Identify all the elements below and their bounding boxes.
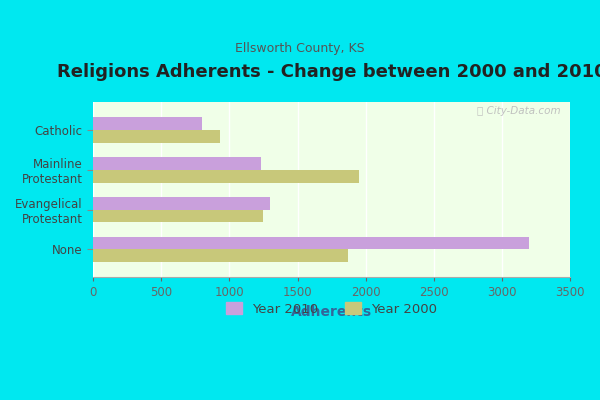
- Bar: [93, 210, 263, 222]
- Bar: [93, 197, 270, 210]
- Title: Religions Adherents - Change between 2000 and 2010: Religions Adherents - Change between 200…: [57, 63, 600, 81]
- X-axis label: Adherents: Adherents: [291, 305, 372, 319]
- Bar: [93, 117, 202, 130]
- Legend: Year 2010, Year 2000: Year 2010, Year 2000: [222, 298, 441, 320]
- Bar: [93, 250, 348, 262]
- Bar: [93, 130, 220, 143]
- Text: Ellsworth County, KS: Ellsworth County, KS: [235, 42, 365, 55]
- Text: ⓘ City-Data.com: ⓘ City-Data.com: [477, 106, 561, 116]
- Bar: [93, 237, 529, 250]
- Bar: [93, 170, 359, 182]
- Bar: [93, 157, 261, 170]
